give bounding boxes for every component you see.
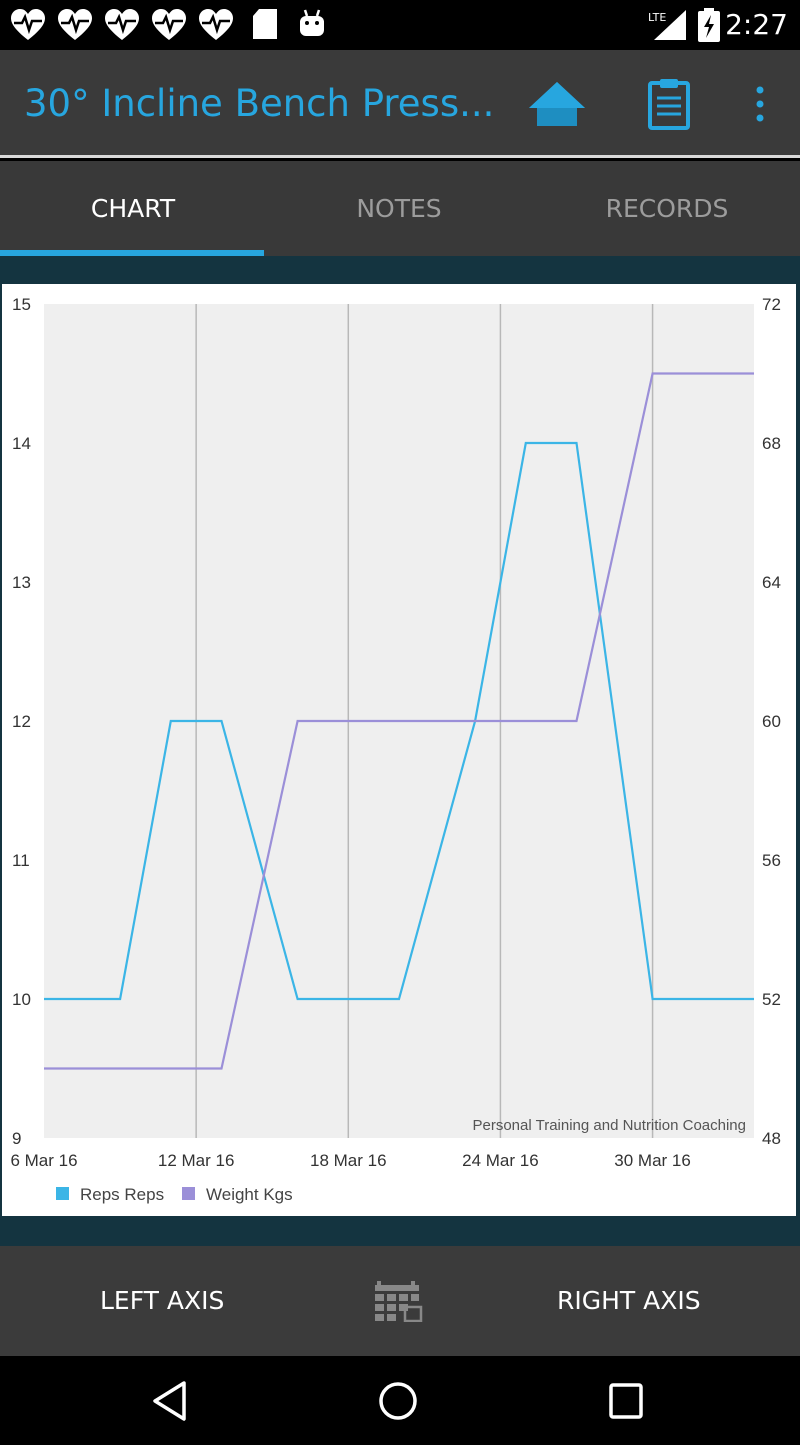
x-tick-label: 24 Mar 16 xyxy=(462,1151,539,1170)
line-chart[interactable]: 6 Mar 16 12 Mar 16 18 Mar 16 24 Mar 16 30 Ma… xyxy=(2,284,796,1216)
app-bar: 30° Incline Bench Press... xyxy=(0,50,800,158)
heartbeat-icon xyxy=(11,9,45,40)
right-tick-label: 64 xyxy=(762,573,781,592)
left-axis-button[interactable]: LEFT AXIS xyxy=(100,1286,225,1315)
tab-records[interactable]: RECORDS xyxy=(605,194,729,223)
battery-icon xyxy=(698,8,720,42)
x-tick-label: 30 Mar 16 xyxy=(614,1151,691,1170)
legend-swatch xyxy=(56,1187,69,1200)
left-tick-label: 12 xyxy=(12,712,31,731)
x-tick-label: 12 Mar 16 xyxy=(158,1151,235,1170)
right-axis-button[interactable]: RIGHT AXIS xyxy=(557,1286,701,1315)
tab-notes[interactable]: NOTES xyxy=(356,194,442,223)
tab-chart[interactable]: CHART xyxy=(90,194,176,223)
bottom-bar: LEFT AXIS RIGHT AXIS xyxy=(0,1246,800,1356)
heartbeat-icon xyxy=(152,9,186,40)
page-title: 30° Incline Bench Press... xyxy=(24,82,495,125)
home-circle-icon[interactable] xyxy=(377,1380,419,1422)
series-line-0 xyxy=(44,441,754,1001)
right-tick-label: 56 xyxy=(762,851,781,870)
left-tick-label: 11 xyxy=(12,851,30,870)
back-icon[interactable] xyxy=(150,1380,190,1422)
tab-bar: CHART NOTES RECORDS xyxy=(0,161,800,256)
home-icon[interactable] xyxy=(527,78,587,130)
series-lines xyxy=(44,372,754,1070)
heartbeat-icon xyxy=(105,9,139,40)
axis-labels: 6 Mar 16 12 Mar 16 18 Mar 16 24 Mar 16 30 Ma… xyxy=(10,295,780,1170)
right-tick-label: 60 xyxy=(762,712,781,731)
android-icon xyxy=(300,9,324,36)
left-tick-label: 9 xyxy=(12,1129,21,1148)
heartbeat-icon xyxy=(199,9,233,40)
active-tab-indicator xyxy=(0,250,264,256)
status-bar: LTE 2:27 xyxy=(0,0,800,50)
legend-label: Weight Kgs xyxy=(206,1185,293,1204)
x-tick-label: 18 Mar 16 xyxy=(310,1151,387,1170)
calendar-icon[interactable] xyxy=(374,1280,424,1322)
signal-label: LTE xyxy=(648,11,666,24)
right-tick-label: 52 xyxy=(762,990,781,1009)
left-tick-label: 13 xyxy=(12,573,31,592)
clock: 2:27 xyxy=(725,8,788,41)
recents-icon[interactable] xyxy=(607,1380,645,1422)
legend: Reps Reps Weight Kgs xyxy=(56,1185,293,1204)
legend-label: Reps Reps xyxy=(80,1185,164,1204)
left-tick-label: 15 xyxy=(12,295,31,314)
left-tick-label: 10 xyxy=(12,990,31,1009)
series-line-1 xyxy=(44,372,754,1070)
legend-swatch xyxy=(182,1187,195,1200)
navigation-bar xyxy=(0,1356,800,1445)
sd-card-icon xyxy=(253,9,277,39)
heartbeat-icon xyxy=(58,9,92,40)
right-tick-label: 72 xyxy=(762,295,781,314)
signal-icon: LTE xyxy=(648,10,686,40)
x-tick-label: 6 Mar 16 xyxy=(10,1151,77,1170)
chart-card[interactable]: 6 Mar 16 12 Mar 16 18 Mar 16 24 Mar 16 30 Ma… xyxy=(2,284,796,1216)
right-tick-label: 68 xyxy=(762,434,781,453)
right-tick-label: 48 xyxy=(762,1129,781,1148)
left-tick-label: 14 xyxy=(12,434,31,453)
watermark: Personal Training and Nutrition Coaching xyxy=(473,1117,747,1134)
clipboard-icon[interactable] xyxy=(648,78,690,130)
overflow-menu-icon[interactable] xyxy=(752,78,768,130)
